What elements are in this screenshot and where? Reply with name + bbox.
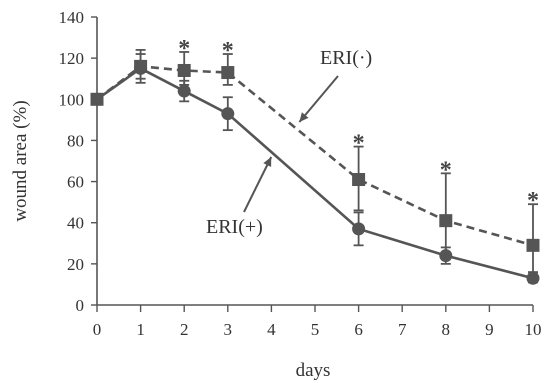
series-layer — [90, 49, 540, 285]
data-point — [221, 66, 235, 80]
y-tick-label: 100 — [59, 90, 85, 109]
y-tick-label: 40 — [67, 214, 84, 233]
data-point — [177, 84, 191, 98]
y-tick-label: 80 — [67, 131, 84, 150]
data-point — [177, 63, 191, 77]
data-point — [439, 214, 453, 228]
series-eri-minus — [90, 49, 540, 273]
data-point — [134, 61, 148, 75]
x-tick-label: 5 — [311, 320, 320, 339]
series-eri-plus — [90, 53, 540, 285]
significance-star: * — [222, 38, 234, 64]
annotation-eri-plus: ERI(+) — [206, 156, 273, 238]
axes: 0 20 40 60 80 100 120 140 0 1 2 3 4 5 6 7 8 9 10 days wound … — [10, 8, 542, 381]
significance-star: * — [178, 36, 190, 62]
y-tick-label: 120 — [59, 49, 85, 68]
arrow-head — [299, 112, 309, 122]
y-axis-title: wound area (%) — [10, 100, 31, 221]
series-line — [96, 65, 534, 247]
data-point — [352, 222, 366, 236]
y-tick-label: 140 — [59, 8, 85, 27]
x-tick-label: 6 — [354, 320, 363, 339]
x-tick-label: 9 — [485, 320, 494, 339]
x-tick-label: 4 — [267, 320, 276, 339]
x-tick-label: 1 — [136, 320, 145, 339]
annotation-label-eri-plus: ERI(+) — [206, 216, 263, 238]
significance-star: * — [527, 188, 539, 214]
significance-star: * — [353, 131, 365, 157]
annotation-eri-minus: ERI(·) — [298, 47, 372, 123]
arrow-head — [263, 157, 272, 167]
data-point — [221, 107, 235, 121]
y-tick-label: 60 — [67, 173, 84, 192]
annotation-label-eri-minus: ERI(·) — [320, 47, 372, 69]
annotation-arrow — [298, 75, 339, 123]
data-point — [90, 92, 104, 106]
data-point — [439, 249, 453, 263]
annotation-layer: * * * * * ERI(·) ERI(+) — [178, 36, 539, 238]
x-tick-label: 2 — [180, 320, 189, 339]
data-point — [352, 173, 366, 187]
data-point — [526, 238, 540, 252]
x-tick-label: 10 — [525, 320, 542, 339]
x-tick-label: 7 — [398, 320, 407, 339]
x-tick-label: 3 — [224, 320, 233, 339]
series-line — [96, 66, 534, 280]
significance-star: * — [440, 157, 452, 183]
x-tick-label: 8 — [442, 320, 451, 339]
y-tick-label: 0 — [76, 296, 85, 315]
annotation-arrow — [243, 156, 273, 213]
data-point — [526, 271, 540, 285]
x-axis-title: days — [296, 360, 331, 381]
x-tick-label: 0 — [93, 320, 102, 339]
y-tick-label: 20 — [67, 255, 84, 274]
